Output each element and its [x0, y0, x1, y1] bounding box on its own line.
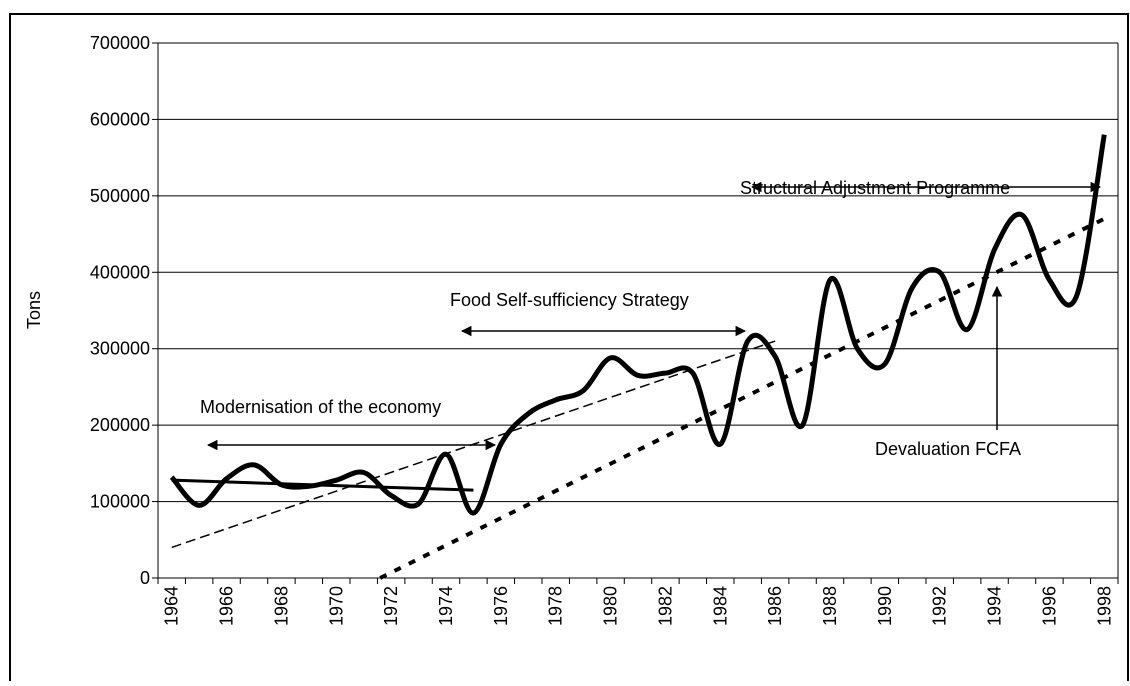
x-tick-label: 1990 [875, 586, 895, 626]
x-tick-label: 1968 [271, 586, 291, 626]
annotation: Structural Adjustment Programme [740, 178, 1010, 198]
annotation: Modernisation of the economy [200, 397, 441, 417]
x-tick-label: 1972 [381, 586, 401, 626]
x-tick-label: 1992 [930, 586, 950, 626]
x-tick-label: 1984 [710, 586, 730, 626]
y-tick-label: 700000 [90, 33, 150, 53]
x-tick-label: 1976 [491, 586, 511, 626]
y-tick-label: 400000 [90, 262, 150, 282]
x-tick-label: 1974 [436, 586, 456, 626]
y-tick-label: 300000 [90, 339, 150, 359]
frame [9, 13, 1129, 686]
y-tick-label: 600000 [90, 109, 150, 129]
y-axis-label: Tons [24, 291, 44, 329]
annotation: Devaluation FCFA [875, 439, 1021, 459]
x-tick-label: 1970 [326, 586, 346, 626]
x-tick-label: 1980 [601, 586, 621, 626]
x-tick-label: 1994 [985, 586, 1005, 626]
x-tick-label: 1982 [655, 586, 675, 626]
x-tick-label: 1998 [1094, 586, 1114, 626]
x-tick-label: 1978 [546, 586, 566, 626]
annotation: Food Self-sufficiency Strategy [450, 290, 689, 310]
x-tick-label: 1988 [820, 586, 840, 626]
y-tick-label: 200000 [90, 415, 150, 435]
x-tick-label: 1986 [765, 586, 785, 626]
x-tick-label: 1996 [1039, 586, 1059, 626]
x-tick-label: 1964 [162, 586, 182, 626]
y-tick-label: 500000 [90, 186, 150, 206]
y-tick-label: 100000 [90, 492, 150, 512]
data-line [169, 134, 1107, 516]
x-tick-label: 1966 [217, 586, 237, 626]
y-tick-label: 0 [140, 568, 150, 588]
